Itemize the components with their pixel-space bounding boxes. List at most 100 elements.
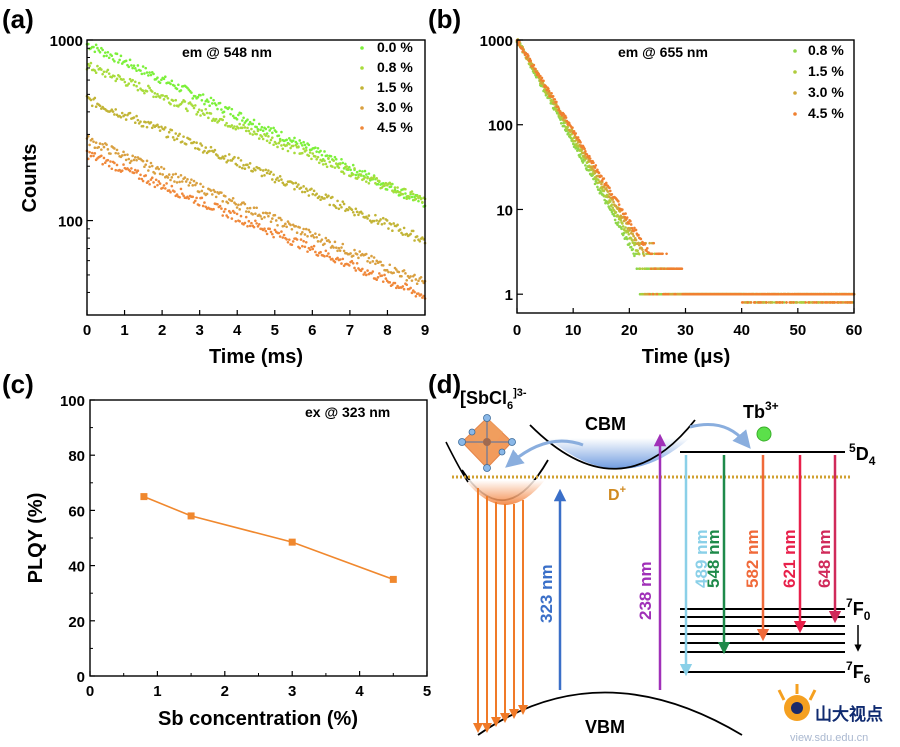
chart-a-point [141,124,145,128]
transition-548-label: 548 nm [704,529,723,588]
chart-a-point [307,194,311,197]
chart-a-point [350,259,354,263]
chart-a-point [338,249,342,252]
chart-a-point [114,168,118,172]
chart-a-point [358,250,362,253]
chart-a-point [186,109,189,113]
chart-a-point [242,163,245,167]
chart-a-point [188,138,192,141]
chart-a-xlabel: Time (ms) [209,346,303,368]
chart-a-point [115,77,119,81]
chart-a-point [392,190,395,194]
chart-a-point [115,148,119,152]
chart-b-point [522,48,525,52]
chart-a-point [263,227,266,231]
chart-b-point [624,226,627,229]
chart-a-point [239,112,243,115]
chart-a-point [293,187,296,191]
chart-a-point [161,173,164,176]
chart-a-point [278,137,282,141]
chart-a-point [267,214,270,218]
chart-a-point [274,130,278,134]
chart-b-xtick: 60 [846,322,863,339]
chart-a-point [269,127,273,130]
chart-a-point [169,178,172,182]
chart-a-point [214,103,218,107]
chart-a-point [218,204,222,208]
chart-a-point [143,91,146,95]
chart-b-point [658,292,661,296]
chart-a-point [349,252,352,255]
chart-a-point [160,78,163,82]
chart-a-point [323,150,326,153]
chart-a-point [332,159,335,162]
chart-b-point [621,225,625,228]
chart-a-point [156,92,159,96]
chart-a-point [295,238,299,241]
chart-a-point [222,210,226,213]
chart-b-point [540,76,544,80]
chart-b-point [804,301,808,304]
chart-b-point [775,301,779,304]
chart-a-point [105,143,108,146]
chart-a-point [170,184,174,188]
chart-b-point [539,74,542,78]
chart-a-point [409,286,412,290]
chart-a-point [299,186,303,190]
chart-a-point [234,219,238,223]
chart-b-point [583,147,586,151]
chart-a-point [167,130,171,134]
chart-b-point [602,177,606,180]
chart-a-point [194,199,197,203]
chart-a-point [247,219,251,223]
chart-a-point [199,93,202,97]
chart-a-point [209,96,213,100]
chart-a-point [376,276,380,279]
chart-a-point [158,96,162,99]
chart-a-point [411,192,415,196]
chart-a-point [251,122,255,126]
chart-a-point [251,213,255,216]
chart-a-point [261,169,265,172]
chart-b-point [555,100,558,104]
chart-b-point [550,91,553,95]
chart-a-point [242,123,245,127]
chart-b-point [626,230,630,234]
chart-a-point [196,95,200,99]
chart-a-point [128,111,132,115]
chart-a-point [229,211,232,215]
level-5d4-label: 5D4 [849,441,876,468]
chart-a-point [152,181,155,184]
watermark-url: view.sdu.edu.cn [790,732,868,744]
chart-b-point [753,301,757,304]
chart-b-point [635,267,639,270]
chart-a-point [191,195,195,199]
chart-a-point [333,260,337,264]
chart-b-point [672,267,676,270]
chart-b-point [530,62,533,65]
chart-a-point [408,195,411,199]
chart-c-xtick: 4 [355,683,364,700]
chart-a-point [173,180,176,183]
chart-b-point [632,252,635,255]
chart-a-point [278,216,282,220]
chart-a-point [98,50,102,54]
chart-b-point [610,210,614,214]
chart-a-point [338,258,342,261]
chart-b-point [567,131,570,135]
chart-a-point [160,125,163,129]
panel-label-c: (c) [2,369,34,399]
chart-b-point [654,267,657,270]
chart-a-point [254,219,257,223]
chart-a-point [376,182,380,186]
chart-a-point [164,75,167,78]
chart-a-point [261,129,265,132]
chart-a-point [297,183,300,186]
chart-a-point [291,240,295,243]
chart-a-point [265,171,269,175]
chart-a-point [310,245,313,249]
chart-a-point [187,197,191,200]
chart-a-point [136,64,140,67]
chart-a-point [342,172,346,175]
chart-a-point [417,279,420,283]
